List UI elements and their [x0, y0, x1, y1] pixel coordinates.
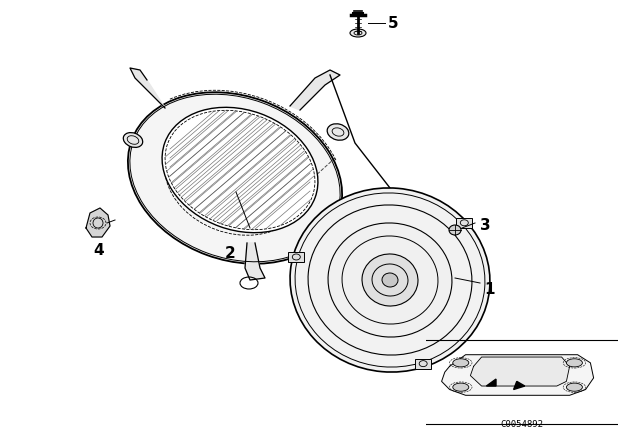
Text: 5: 5: [388, 16, 399, 31]
Polygon shape: [456, 218, 472, 228]
Polygon shape: [130, 68, 165, 108]
Polygon shape: [288, 252, 304, 262]
Polygon shape: [470, 357, 570, 386]
Polygon shape: [245, 243, 265, 280]
Ellipse shape: [290, 188, 490, 372]
Text: C0054892: C0054892: [500, 420, 543, 429]
Polygon shape: [290, 70, 340, 110]
Ellipse shape: [327, 124, 349, 140]
Ellipse shape: [362, 254, 418, 306]
Ellipse shape: [453, 383, 468, 391]
Polygon shape: [86, 208, 110, 237]
Ellipse shape: [162, 108, 318, 233]
Text: 3: 3: [480, 218, 491, 233]
Polygon shape: [442, 355, 594, 395]
Polygon shape: [514, 381, 525, 389]
Polygon shape: [486, 379, 496, 386]
Ellipse shape: [566, 359, 582, 367]
Ellipse shape: [128, 92, 342, 264]
Ellipse shape: [566, 383, 582, 391]
Text: 2: 2: [225, 246, 236, 261]
Ellipse shape: [382, 273, 398, 287]
Ellipse shape: [449, 225, 461, 235]
Ellipse shape: [453, 359, 468, 367]
Ellipse shape: [124, 133, 143, 147]
Ellipse shape: [350, 29, 366, 37]
Text: 1: 1: [484, 282, 495, 297]
Ellipse shape: [328, 223, 452, 337]
Polygon shape: [415, 359, 431, 369]
Text: 4: 4: [93, 243, 104, 258]
